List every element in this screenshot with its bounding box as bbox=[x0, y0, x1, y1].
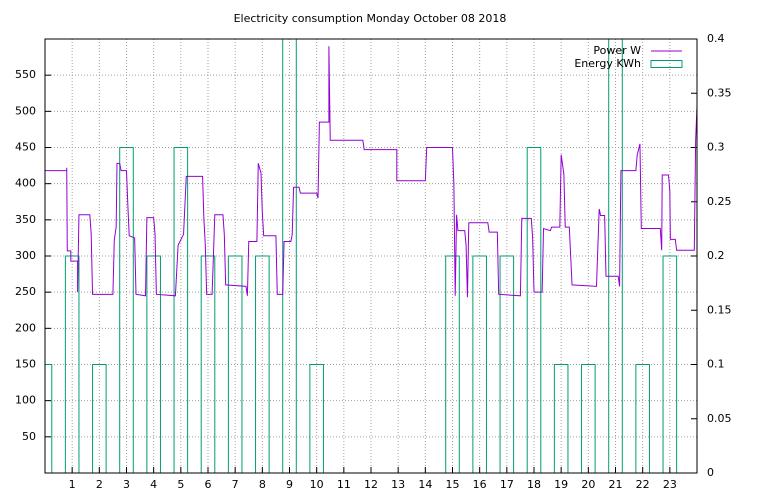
energy-bar bbox=[445, 255, 460, 473]
energy-bar bbox=[119, 147, 134, 473]
x-tick-label: 13 bbox=[391, 478, 405, 491]
energy-bar bbox=[64, 255, 80, 473]
legend-label: Power W bbox=[593, 44, 641, 57]
energy-bar bbox=[92, 364, 107, 473]
y-tick-label: 150 bbox=[15, 358, 36, 371]
x-tick-label: 17 bbox=[500, 478, 514, 491]
x-tick-label: 6 bbox=[205, 478, 212, 491]
x-tick-label: 1 bbox=[69, 478, 76, 491]
x-tick-label: 5 bbox=[177, 478, 184, 491]
plot-area bbox=[45, 39, 697, 473]
chart-title: Electricity consumption Monday October 0… bbox=[234, 12, 507, 25]
x-tick-label: 8 bbox=[259, 478, 266, 491]
x-tick-label: 3 bbox=[123, 478, 130, 491]
y2-tick-label: 0.15 bbox=[707, 303, 732, 316]
x-tick-label: 7 bbox=[232, 478, 239, 491]
energy-bar bbox=[282, 39, 297, 473]
y-tick-label: 350 bbox=[15, 213, 36, 226]
x-tick-label: 12 bbox=[364, 478, 378, 491]
y-tick-label: 500 bbox=[15, 104, 36, 117]
y-tick-label: 250 bbox=[15, 285, 36, 298]
legend-label: Energy KWh bbox=[574, 57, 641, 70]
x-tick-label: 20 bbox=[581, 478, 595, 491]
y2-tick-label: 0.1 bbox=[707, 358, 725, 371]
y2-tick-label: 0.3 bbox=[707, 141, 725, 154]
x-tick-label: 22 bbox=[636, 478, 650, 491]
energy-bar bbox=[608, 39, 623, 473]
power-line bbox=[45, 46, 697, 298]
energy-bar bbox=[635, 364, 650, 473]
energy-bar bbox=[227, 255, 243, 473]
y-tick-label: 400 bbox=[15, 177, 36, 190]
x-tick-label: 11 bbox=[337, 478, 351, 491]
x-tick-label: 21 bbox=[609, 478, 623, 491]
y2-tick-label: 0.2 bbox=[707, 249, 725, 262]
energy-bar bbox=[499, 255, 515, 473]
x-tick-label: 4 bbox=[150, 478, 157, 491]
x-tick-label: 10 bbox=[310, 478, 324, 491]
energy-bar bbox=[472, 255, 487, 473]
x-tick-label: 16 bbox=[473, 478, 487, 491]
y2-tick-label: 0.4 bbox=[707, 32, 725, 45]
y2-tick-label: 0.25 bbox=[707, 195, 732, 208]
y2-tick-label: 0.35 bbox=[707, 86, 732, 99]
x-tick-label: 14 bbox=[418, 478, 432, 491]
energy-bar bbox=[662, 255, 678, 473]
energy-bar bbox=[526, 147, 542, 473]
energy-bar bbox=[200, 255, 216, 473]
energy-bar bbox=[146, 255, 161, 473]
y2-tick-label: 0 bbox=[707, 466, 714, 479]
x-tick-label: 15 bbox=[446, 478, 460, 491]
energy-bar bbox=[553, 364, 569, 473]
x-tick-label: 23 bbox=[663, 478, 677, 491]
energy-bar bbox=[309, 364, 324, 473]
y-tick-label: 300 bbox=[15, 249, 36, 262]
y-tick-label: 450 bbox=[15, 141, 36, 154]
x-tick-label: 2 bbox=[96, 478, 103, 491]
x-tick-label: 18 bbox=[527, 478, 541, 491]
y2-tick-label: 0.05 bbox=[707, 412, 732, 425]
y-tick-label: 200 bbox=[15, 321, 36, 334]
y-tick-label: 50 bbox=[22, 430, 36, 443]
y-tick-label: 550 bbox=[15, 68, 36, 81]
energy-bar bbox=[173, 147, 189, 473]
x-tick-label: 9 bbox=[286, 478, 293, 491]
plot-border bbox=[44, 38, 698, 474]
energy-bar bbox=[45, 364, 53, 473]
y-tick-label: 100 bbox=[15, 394, 36, 407]
x-tick-label: 19 bbox=[554, 478, 568, 491]
legend-swatch bbox=[650, 60, 683, 68]
energy-bar bbox=[255, 255, 270, 473]
energy-bar bbox=[581, 364, 596, 473]
